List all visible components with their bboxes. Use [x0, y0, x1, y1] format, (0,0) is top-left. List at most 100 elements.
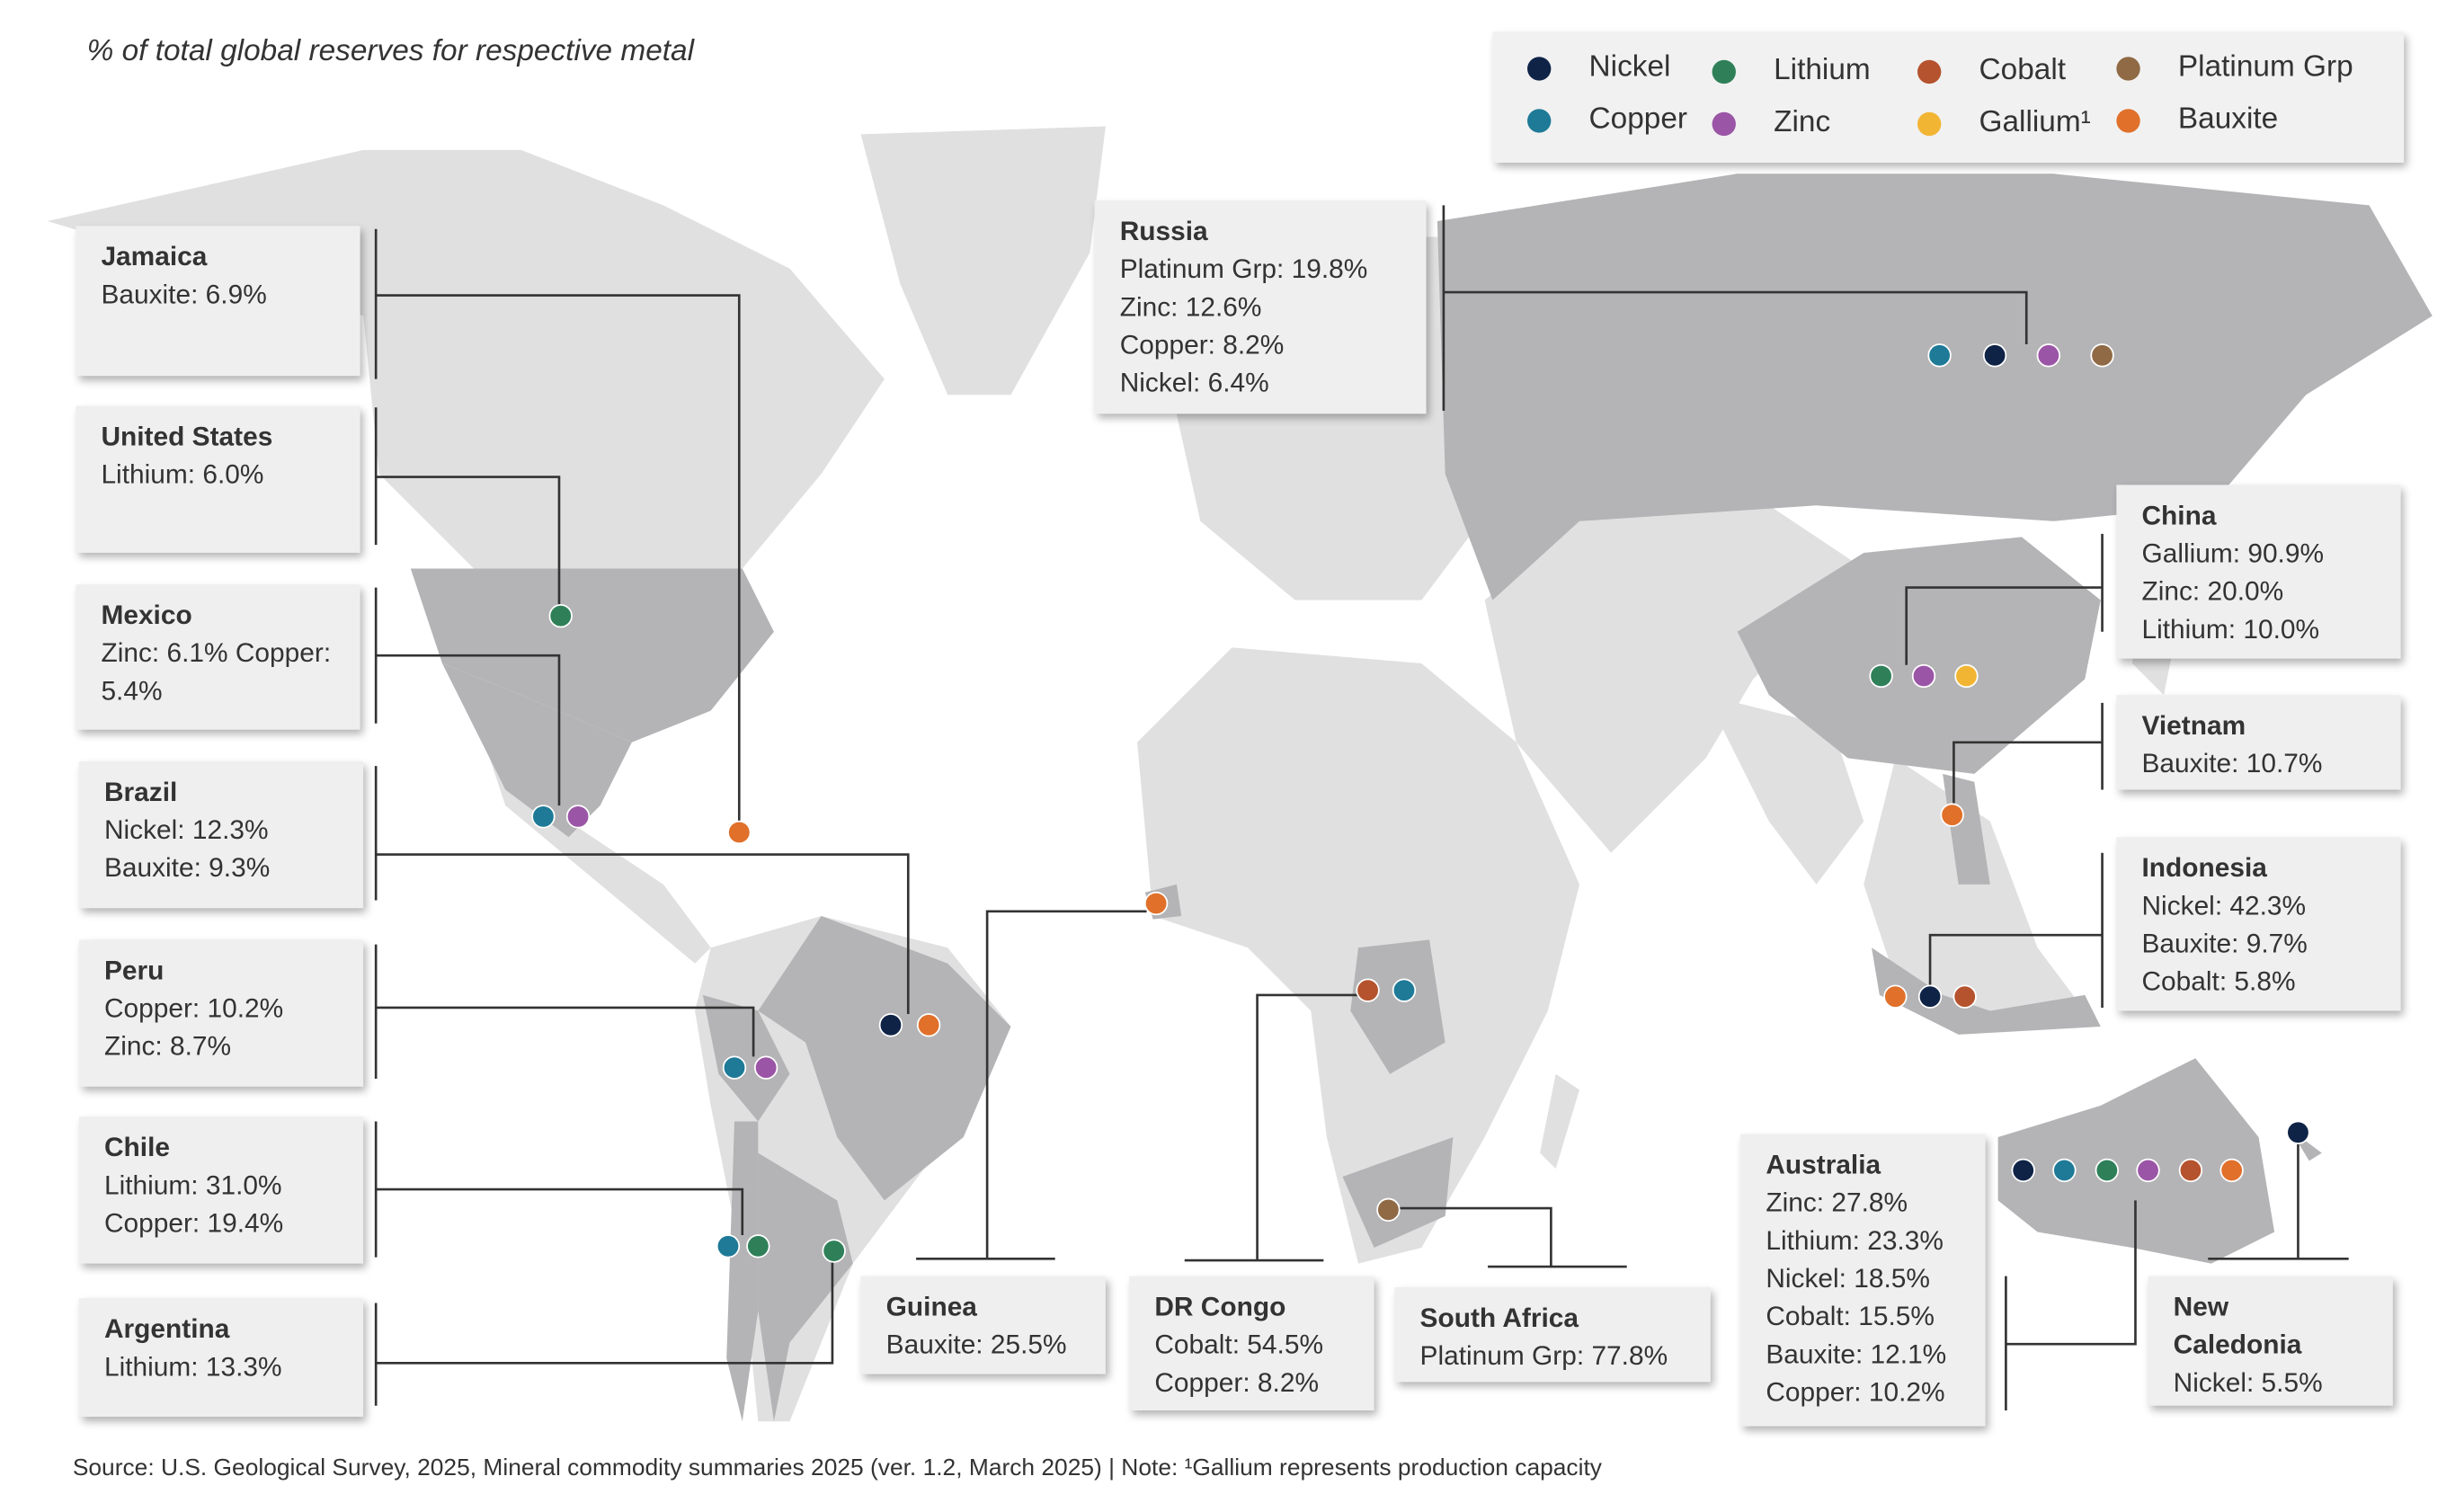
peru-shape: [702, 994, 790, 1122]
metal-dot-lithium-argentina: [822, 1239, 846, 1263]
country-card-vietnam: Vietnam Bauxite: 10.7%: [2116, 695, 2401, 790]
leader-line-chile: [374, 1121, 744, 1258]
reserve-share: Copper: 10.2%: [1766, 1377, 1945, 1408]
country-card-australia: Australia Zinc: 27.8% Lithium: 23.3% Nickel…: [1740, 1134, 1986, 1427]
metal-dot-nickel-brazil: [878, 1013, 903, 1037]
metal-dot-zinc-russia: [2036, 343, 2061, 368]
leader-line-australia: [2005, 1200, 2137, 1411]
reserve-share: Lithium: 10.0%: [2141, 614, 2320, 645]
metal-dot-nickel-australia: [2011, 1158, 2035, 1183]
legend-item-zinc: Zinc: [1712, 105, 1831, 141]
metal-dot-lithium-china: [1869, 663, 1893, 689]
metal-dot-gallium-china: [1954, 663, 1979, 689]
leader-line-brazil: [374, 766, 910, 1014]
reserve-share: Cobalt: 54.5%: [1154, 1330, 1324, 1360]
country-name: Brazil: [103, 777, 178, 807]
metal-dot-cobalt-australia: [2178, 1158, 2203, 1183]
metal-dot-zinc-australia: [2136, 1158, 2160, 1183]
metal-dot-zinc-mexico: [565, 805, 591, 829]
leader-line-argentina: [374, 1261, 834, 1406]
metal-dot-cobalt-indonesia: [1953, 984, 1977, 1009]
reserve-share: Bauxite: 25.5%: [885, 1330, 1067, 1360]
reserve-share: Lithium: 6.0%: [101, 459, 264, 490]
legend-dot-icon: [2116, 56, 2140, 80]
chile-shape: [726, 1121, 759, 1422]
country-card-russia: Russia Platinum Grp: 19.8% Zinc: 12.6% Copp…: [1094, 200, 1427, 414]
country-name: Jamaica: [101, 241, 208, 272]
legend-label: Copper: [1588, 102, 1688, 137]
leader-line-peru: [374, 944, 755, 1080]
metal-dot-platinum-russia: [2090, 343, 2114, 368]
metal-dot-zinc-peru: [753, 1055, 778, 1080]
reserve-share: Platinum Grp: 19.8%: [1119, 253, 1368, 285]
legend-item-nickel: Nickel: [1527, 50, 1670, 85]
reserve-share: Copper: 8.2%: [1119, 330, 1285, 360]
country-card-indonesia: Indonesia Nickel: 42.3% Bauxite: 9.7% Cobal…: [2116, 837, 2401, 1011]
reserve-share: Zinc: 12.6%: [1119, 292, 1262, 323]
metal-dot-copper-chile: [716, 1234, 741, 1259]
leader-line-guinea: [916, 910, 1147, 1260]
country-name: DR Congo: [1154, 1292, 1286, 1322]
legend-item-gallium: Gallium¹: [1917, 106, 2091, 141]
country-name: Guinea: [885, 1292, 977, 1322]
country-name: South Africa: [1419, 1303, 1579, 1333]
united-states-shape: [410, 568, 774, 743]
reserve-share: Zinc: 27.8%: [1766, 1187, 1908, 1218]
leader-line-china: [1905, 533, 2104, 665]
reserve-share: Zinc: 20.0%: [2141, 576, 2284, 607]
country-name: United States: [101, 422, 273, 452]
source-note: Source: U.S. Geological Survey, 2025, Mi…: [72, 1454, 1602, 1482]
metal-dot-lithium-us: [548, 604, 573, 628]
metal-dot-nickel-russia: [1982, 343, 2007, 368]
metal-dot-zinc-china: [1911, 663, 1936, 689]
leader-line-jamaica: [374, 228, 741, 822]
country-card-argentina: Argentina Lithium: 13.3%: [78, 1298, 364, 1418]
country-card-drc: DR Congo Cobalt: 54.5% Copper: 8.2%: [1129, 1276, 1374, 1411]
south-africa-shape: [1342, 1137, 1454, 1249]
legend-label: Lithium: [1774, 53, 1871, 87]
reserve-share: Zinc: 6.1% Copper:: [101, 637, 332, 669]
leader-line-newcaledonia: [2208, 1143, 2349, 1260]
country-name: Mexico: [101, 600, 192, 631]
legend-label: Bauxite: [2177, 102, 2279, 137]
reserve-share: Lithium: 23.3%: [1766, 1225, 1944, 1256]
reserve-share: Cobalt: 15.5%: [1766, 1301, 1935, 1332]
legend-dot-icon: [1712, 111, 1736, 136]
metal-dot-bauxite-australia: [2219, 1158, 2244, 1183]
legend-label: Cobalt: [1979, 53, 2067, 87]
metal-dot-cobalt-drc: [1356, 978, 1380, 1002]
metal-dot-lithium-australia: [2095, 1158, 2120, 1183]
legend-label: Zinc: [1774, 105, 1831, 139]
country-card-mexico: Mexico Zinc: 6.1% Copper: 5.4%: [76, 584, 360, 730]
legend-label: Platinum Grp: [2177, 50, 2353, 84]
metal-dot-bauxite-brazil: [916, 1013, 941, 1037]
metal-dot-copper-australia: [2052, 1158, 2077, 1183]
drc-shape: [1350, 939, 1445, 1074]
metal-dot-bauxite-jamaica: [727, 820, 752, 845]
reserve-share: Copper: 8.2%: [1154, 1367, 1320, 1398]
legend-dot-icon: [1917, 111, 1942, 136]
leader-line-vietnam: [1953, 702, 2104, 805]
country-name: Chile: [103, 1132, 170, 1163]
reserve-share: Nickel: 6.4%: [1119, 368, 1269, 398]
australia-shape: [1997, 1058, 2275, 1264]
country-name: Vietnam: [2141, 710, 2246, 742]
country-card-brazil: Brazil Nickel: 12.3% Bauxite: 9.3%: [78, 760, 364, 909]
legend-item-bauxite: Bauxite: [2116, 102, 2278, 138]
reserve-share: Copper: 19.4%: [103, 1208, 284, 1239]
country-name: New Caledonia: [2173, 1292, 2302, 1360]
legend-item-lithium: Lithium: [1712, 54, 1871, 89]
country-card-jamaica: Jamaica Bauxite: 6.9%: [76, 226, 360, 377]
country-card-chile: Chile Lithium: 31.0% Copper: 19.4%: [78, 1116, 364, 1264]
legend-dot-icon: [1917, 58, 1942, 84]
reserve-share: Nickel: 42.3%: [2141, 890, 2307, 921]
reserve-share: Zinc: 8.7%: [103, 1031, 232, 1062]
leader-line-mexico: [374, 587, 561, 806]
legend-item-platinum: Platinum Grp: [2116, 50, 2353, 85]
metal-dot-copper-peru: [722, 1055, 747, 1080]
country-card-peru: Peru Copper: 10.2% Zinc: 8.7%: [78, 939, 364, 1087]
reserve-share: Gallium: 90.9%: [2141, 538, 2325, 569]
metal-dot-platinum-southafrica: [1376, 1197, 1401, 1223]
leader-line-russia: [1442, 205, 2028, 411]
